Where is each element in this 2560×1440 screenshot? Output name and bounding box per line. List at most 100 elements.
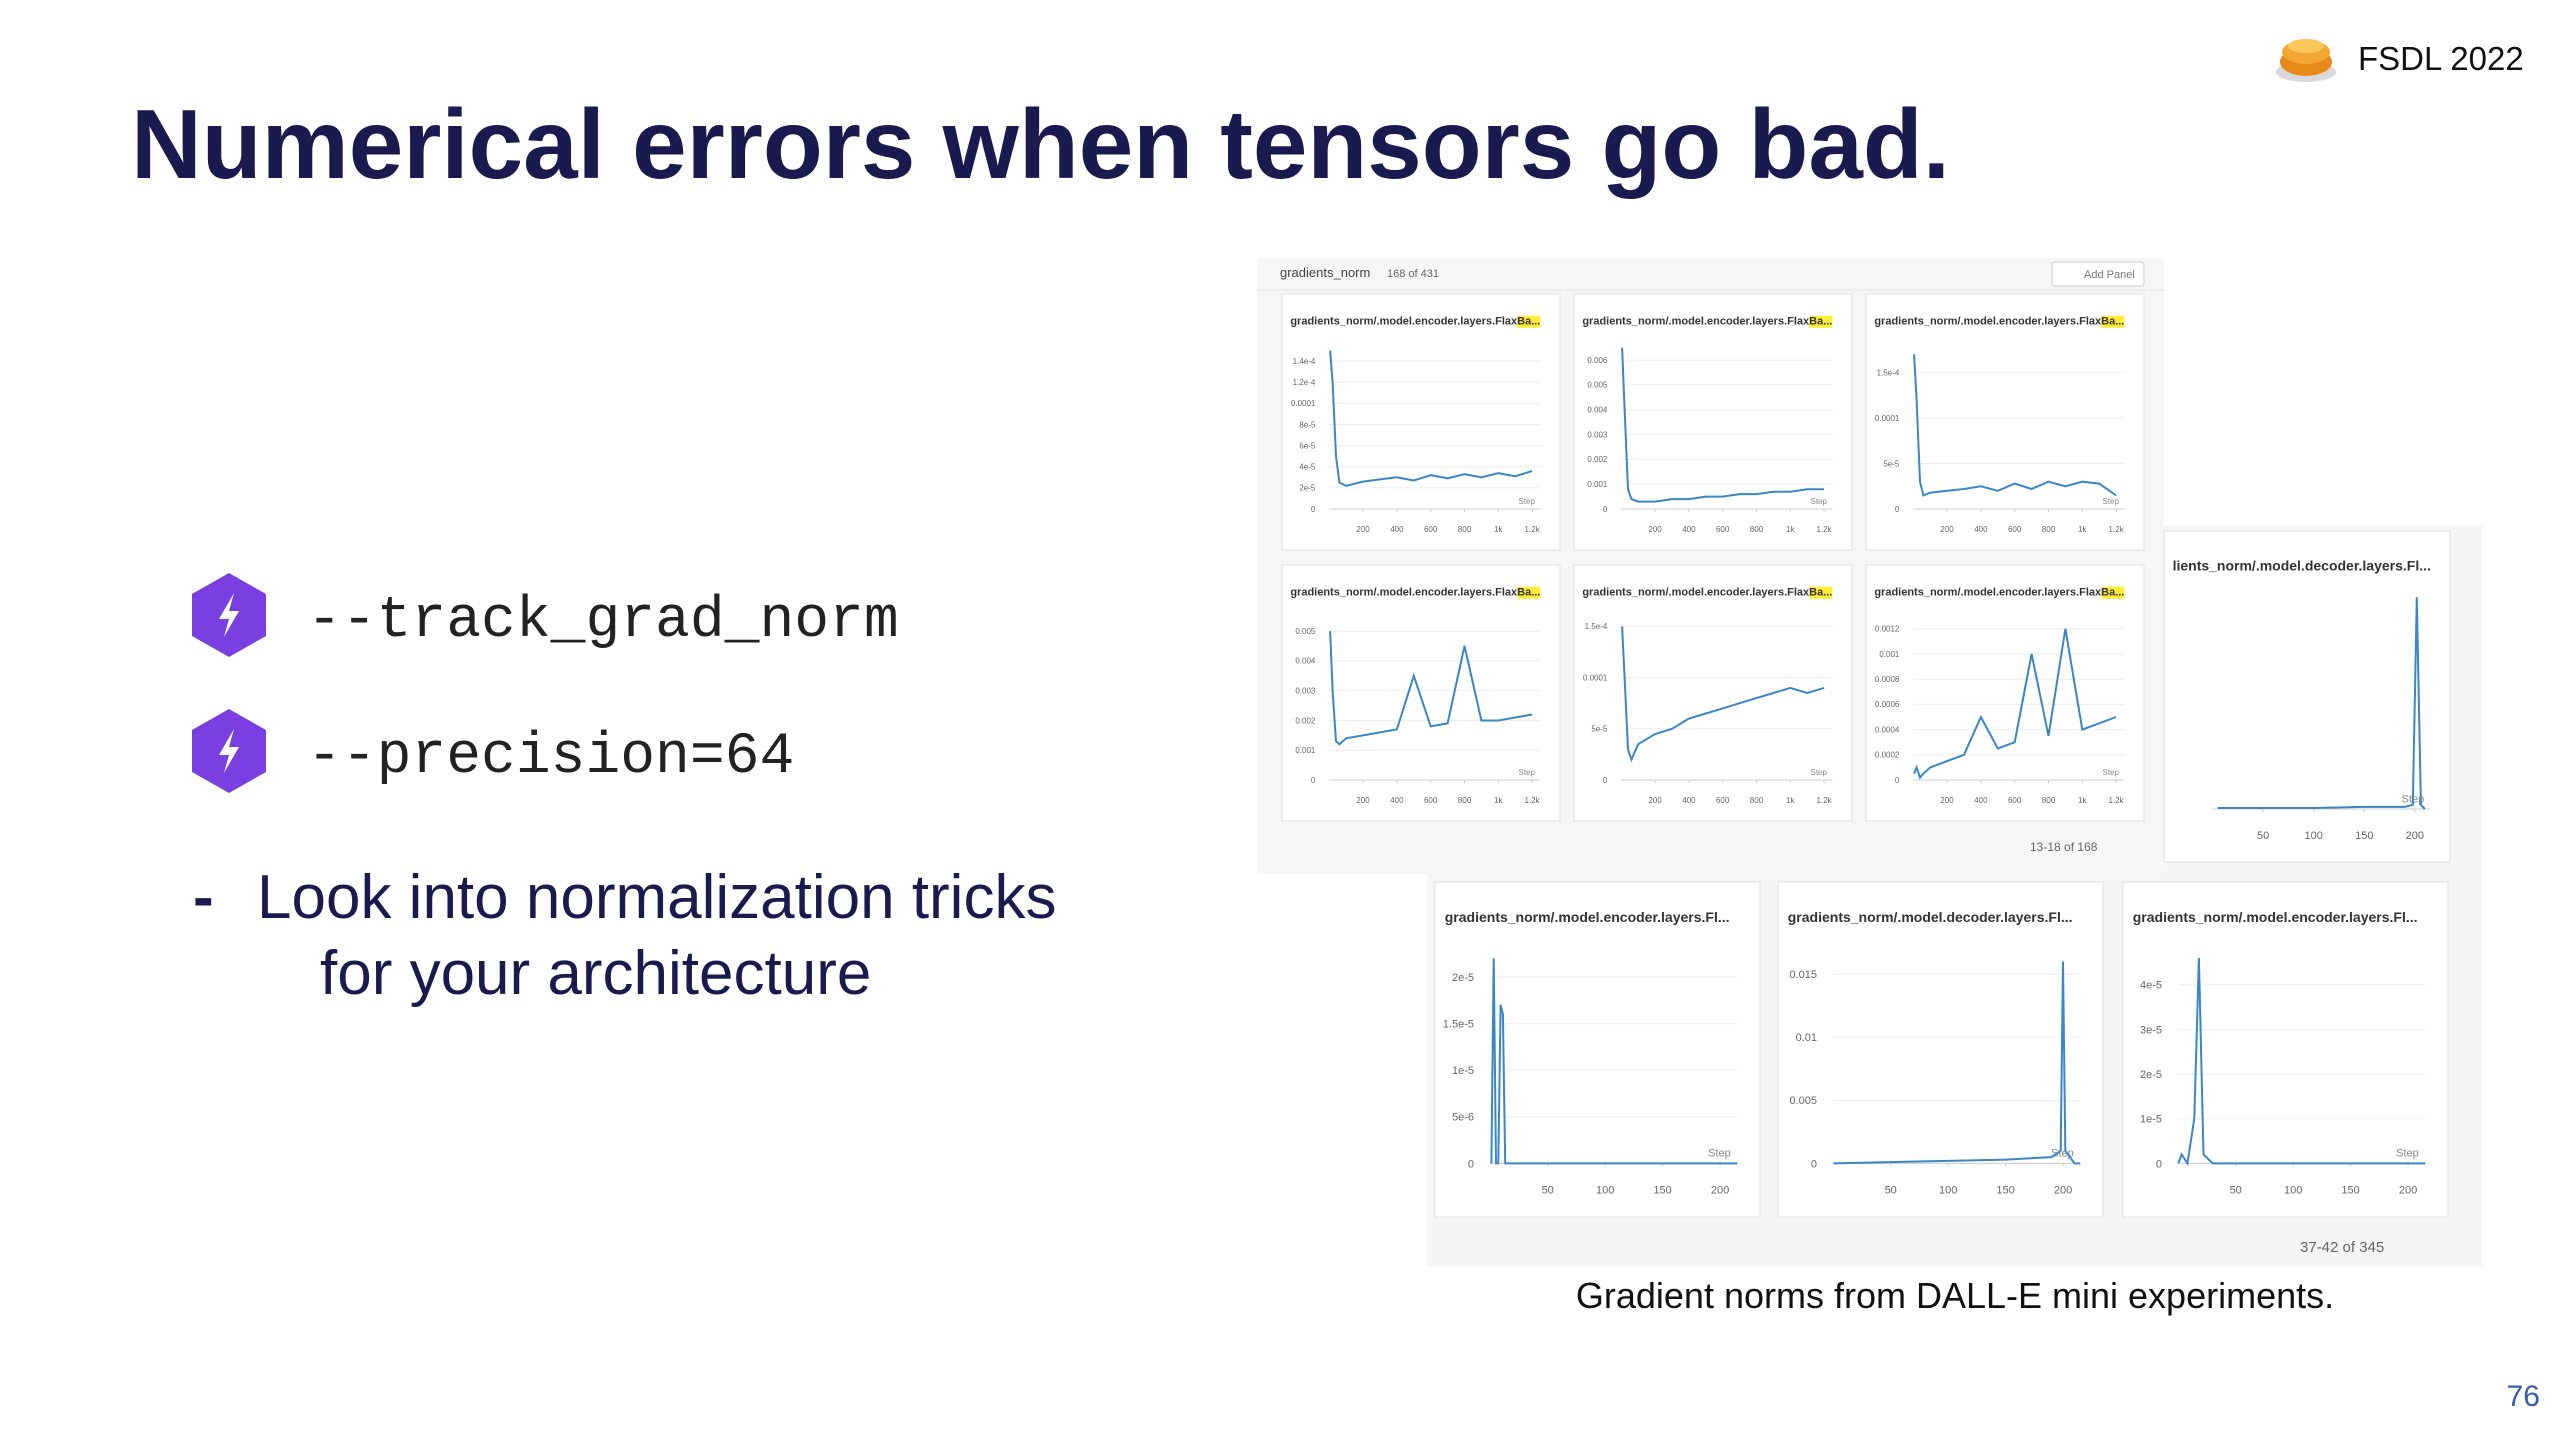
y-tick-label: 0.0002 <box>1875 751 1900 760</box>
panel-title: gradients_norm/.model.encoder.layers.Fla… <box>1582 316 1832 328</box>
pager: 13-18 of 168 <box>2030 840 2098 854</box>
x-tick-label: 800 <box>1458 525 1472 534</box>
y-tick-label: 0.0004 <box>1875 725 1900 734</box>
title: Numerical errors when tensors go bad. <box>131 89 1950 199</box>
caption: Gradient norms from DALL-E mini experime… <box>1576 1275 2334 1316</box>
note-text: Look into normalization tricks <box>257 863 1056 932</box>
x-tick-label: 600 <box>1716 796 1730 805</box>
y-tick-label: 0.0001 <box>1875 414 1900 423</box>
x-tick-label: 1k <box>1786 525 1795 534</box>
note-marker: - <box>193 863 214 932</box>
x-tick-label: 1k <box>1494 796 1503 805</box>
x-tick-label: 200 <box>1648 525 1662 534</box>
y-tick-label: 0.0001 <box>1583 673 1608 682</box>
x-tick-label: 200 <box>1356 796 1370 805</box>
x-tick-label: 100 <box>2284 1185 2302 1197</box>
x-tick-label: 1.2k <box>1817 525 1833 534</box>
y-tick-label: 0.0008 <box>1875 675 1900 684</box>
y-tick-label: 0.005 <box>1295 627 1316 636</box>
page-number: 76 <box>2507 1380 2540 1413</box>
x-tick-label: 400 <box>1390 796 1404 805</box>
panel-title: gradients_norm/.model.encoder.layers.Fla… <box>1290 316 1540 328</box>
y-tick-label: 0 <box>1468 1158 1474 1170</box>
bullet-text: --track_grad_norm <box>307 589 899 654</box>
y-tick-label: 0.0006 <box>1875 700 1900 709</box>
y-tick-label: 0.002 <box>1587 455 1608 464</box>
panel <box>2163 530 2451 863</box>
y-tick-label: 1.4e-4 <box>1293 357 1316 366</box>
x-tick-label: 600 <box>1424 796 1438 805</box>
y-tick-label: 2e-5 <box>1452 972 1474 984</box>
y-tick-label: 0.0012 <box>1875 625 1900 634</box>
x-tick-label: 100 <box>2305 830 2323 842</box>
series-line <box>1490 958 1738 1165</box>
y-tick-label: 0 <box>1311 776 1316 785</box>
panel <box>1281 293 1561 551</box>
y-tick-label: 0.001 <box>1879 650 1900 659</box>
x-axis-label: Step <box>1811 497 1828 506</box>
x-tick-label: 1k <box>1494 525 1503 534</box>
add-panel-button[interactable]: Add Panel <box>2084 269 2135 281</box>
x-tick-label: 200 <box>1356 525 1370 534</box>
x-tick-label: 1k <box>2078 525 2087 534</box>
panel <box>2122 881 2449 1218</box>
y-tick-label: 0 <box>1895 776 1900 785</box>
series-line <box>2217 597 2426 810</box>
x-tick-label: 200 <box>1711 1185 1729 1197</box>
bullet-icon <box>192 709 266 793</box>
y-tick-label: 0.015 <box>1789 969 1817 981</box>
panel <box>1865 564 2145 822</box>
series-line <box>1329 350 1533 487</box>
x-tick-label: 200 <box>1940 796 1954 805</box>
x-tick-label: 800 <box>2042 796 2056 805</box>
y-tick-label: 3e-5 <box>2140 1024 2162 1036</box>
y-tick-label: 0.006 <box>1587 356 1608 365</box>
highlight <box>1517 586 1541 599</box>
series-line <box>1913 354 2117 497</box>
x-tick-label: 600 <box>1424 525 1438 534</box>
series-line <box>1621 347 1825 503</box>
y-tick-label: 1.5e-4 <box>1877 368 1900 377</box>
y-tick-label: 0.0001 <box>1291 399 1316 408</box>
x-tick-label: 1.2k <box>2109 796 2125 805</box>
y-tick-label: 5e-5 <box>1883 459 1900 468</box>
x-tick-label: 150 <box>1653 1185 1671 1197</box>
x-tick-label: 200 <box>2399 1185 2417 1197</box>
x-tick-label: 400 <box>1682 525 1696 534</box>
x-axis-label: Step <box>2103 768 2120 777</box>
x-tick-label: 800 <box>2042 525 2056 534</box>
x-axis-label: Step <box>2051 1148 2074 1160</box>
y-tick-label: 1.2e-4 <box>1293 378 1316 387</box>
x-tick-label: 50 <box>1542 1185 1554 1197</box>
x-tick-label: 200 <box>1940 525 1954 534</box>
y-tick-label: 0 <box>1603 505 1608 514</box>
highlight <box>1809 586 1833 599</box>
y-tick-label: 2e-5 <box>2140 1069 2162 1081</box>
y-tick-label: 1.5e-4 <box>1585 622 1608 631</box>
y-tick-label: 5e-6 <box>1452 1112 1474 1124</box>
x-tick-label: 200 <box>2054 1185 2072 1197</box>
x-tick-label: 1k <box>1786 796 1795 805</box>
highlight <box>2101 315 2125 328</box>
panel-title: gradients_norm/.model.encoder.layers.Fla… <box>1874 587 2124 599</box>
x-tick-label: 800 <box>1750 796 1764 805</box>
x-tick-label: 400 <box>1974 525 1988 534</box>
x-tick-label: 50 <box>2230 1185 2242 1197</box>
x-tick-label: 1.2k <box>1817 796 1833 805</box>
x-tick-label: 1.2k <box>1525 525 1541 534</box>
x-axis-label: Step <box>1519 497 1536 506</box>
panel <box>1281 564 1561 822</box>
series-line <box>2177 957 2426 1167</box>
x-tick-label: 50 <box>2257 830 2269 842</box>
y-tick-label: 1e-5 <box>2140 1114 2162 1126</box>
y-tick-label: 0.01 <box>1796 1032 1817 1044</box>
y-tick-label: 8e-5 <box>1299 420 1316 429</box>
y-tick-label: 0.004 <box>1587 406 1608 415</box>
y-tick-label: 0.005 <box>1789 1095 1817 1107</box>
series-line <box>1833 961 2081 1165</box>
panels: gradients_norm/.model.encoder.layers.Fla… <box>1281 293 2451 1218</box>
x-tick-label: 50 <box>1885 1185 1897 1197</box>
bullet-text: --precision=64 <box>307 725 794 790</box>
panel <box>1434 881 1761 1218</box>
highlight <box>1517 315 1541 328</box>
